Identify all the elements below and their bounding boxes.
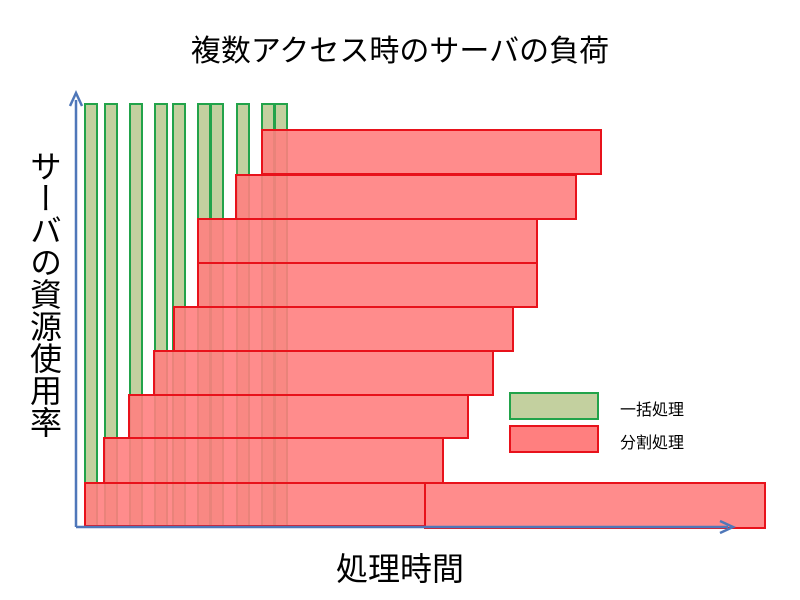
x-axis-arrowhead xyxy=(719,519,736,535)
split-bar xyxy=(103,437,444,484)
legend-split-label: 分割処理 xyxy=(620,433,685,452)
diagram-title: 複数アクセス時のサーバの負荷 xyxy=(190,34,610,69)
split-bar xyxy=(153,350,494,396)
split-bar xyxy=(173,306,514,352)
legend-split-swatch xyxy=(509,425,599,453)
split-bar xyxy=(197,218,538,264)
split-bar xyxy=(84,482,426,527)
legend-batch-label: 一括処理 xyxy=(620,400,685,419)
x-axis-label: 処理時間 xyxy=(335,550,464,588)
split-bar xyxy=(261,129,602,175)
split-bars xyxy=(84,129,766,529)
y-axis-label: サーバの資源使用率 xyxy=(25,150,63,438)
split-bar xyxy=(197,262,538,308)
batch-bar xyxy=(84,103,98,527)
split-bar xyxy=(424,482,766,529)
split-bar xyxy=(128,394,469,439)
legend-batch-swatch xyxy=(509,392,599,420)
split-bar xyxy=(235,174,577,220)
y-axis-arrowhead xyxy=(68,90,84,107)
